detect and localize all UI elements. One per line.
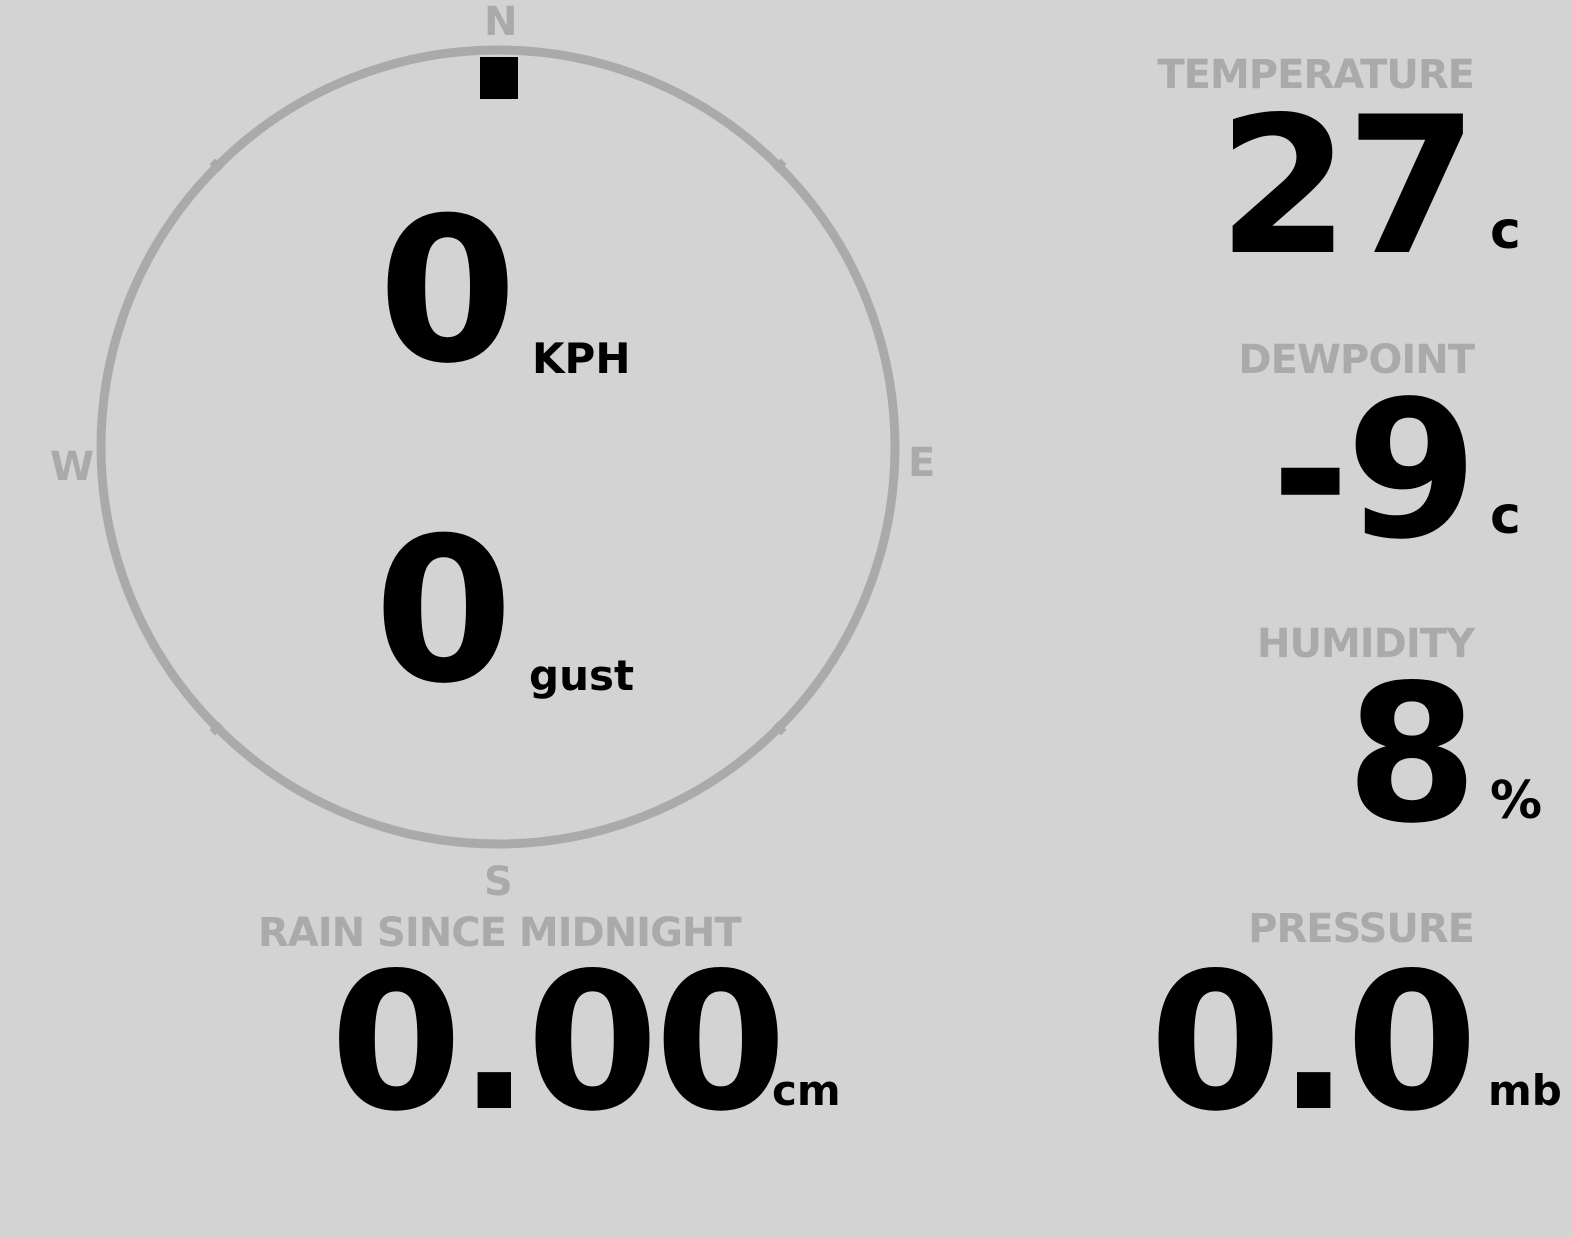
rain-unit: cm xyxy=(772,1066,841,1115)
compass-tick xyxy=(772,158,787,173)
pressure-label: PRESSURE xyxy=(1248,906,1475,952)
wind-speed-unit: KPH xyxy=(532,334,631,383)
pressure-unit: mb xyxy=(1488,1066,1562,1115)
compass-dial xyxy=(96,45,900,849)
compass-north-label: N xyxy=(484,0,518,45)
temperature-label: TEMPERATURE xyxy=(1157,52,1475,98)
rain-label: RAIN SINCE MIDNIGHT xyxy=(258,910,742,956)
wind-direction-pointer xyxy=(480,57,518,99)
humidity-unit: % xyxy=(1490,771,1543,831)
dewpoint-label: DEWPOINT xyxy=(1238,337,1475,383)
dewpoint-unit: c xyxy=(1490,486,1521,546)
temperature-unit: c xyxy=(1490,201,1521,261)
temperature-value: 27 xyxy=(1217,76,1478,297)
dewpoint-value: -9 xyxy=(1270,360,1478,581)
compass-east-label: E xyxy=(908,440,936,486)
rain-value: 0.00 xyxy=(330,932,787,1153)
compass-tick xyxy=(209,721,224,736)
humidity-value: 8 xyxy=(1345,644,1478,865)
compass-tick xyxy=(772,721,787,736)
compass-ring xyxy=(96,45,900,849)
compass-tick xyxy=(209,158,224,173)
wind-gust-value: 0 xyxy=(374,495,513,728)
compass-south-label: S xyxy=(484,859,513,905)
pressure-value: 0.0 xyxy=(1149,932,1478,1153)
compass-west-label: W xyxy=(50,444,95,490)
humidity-label: HUMIDITY xyxy=(1257,621,1475,667)
wind-gust-unit: gust xyxy=(529,651,635,700)
wind-speed-value: 0 xyxy=(378,175,517,408)
